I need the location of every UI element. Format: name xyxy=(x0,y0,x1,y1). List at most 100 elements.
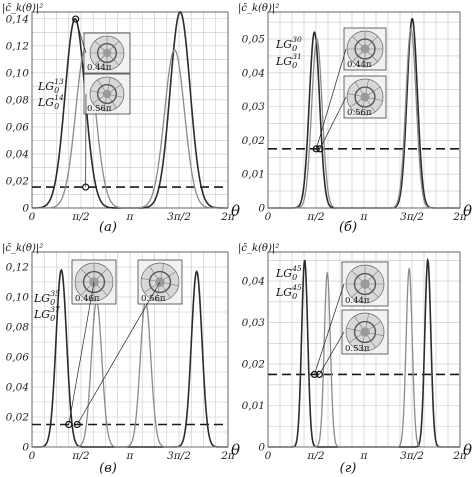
curve-marker xyxy=(65,420,73,429)
y-tick-label: 0,03 xyxy=(242,101,266,113)
series-label: LG014 xyxy=(37,93,64,111)
y-tick-label: 0 xyxy=(22,203,29,215)
series-line xyxy=(32,47,228,209)
inset-pattern xyxy=(360,44,370,54)
inset-label: 0.56π xyxy=(87,104,112,114)
curve-marker xyxy=(312,145,320,153)
x-tick-label: 2π xyxy=(220,211,236,223)
pointer-line xyxy=(319,331,345,375)
pointer-line xyxy=(319,96,347,150)
y-tick-label: 0,10 xyxy=(6,67,30,79)
panel-label: (б) xyxy=(339,220,357,235)
chart-panel: 0 0,02 0,04 0,06 0,08 0,10 0,12 0,14 0 π/2 π 3π/2 2π… xyxy=(2,3,240,235)
inset-label: 0.44π xyxy=(347,60,372,70)
inset-image: 0.53π xyxy=(341,309,389,355)
curve-marker xyxy=(72,15,80,23)
x-tick-label: 0 xyxy=(265,211,272,223)
series-line xyxy=(268,267,460,448)
series-label: LG045 xyxy=(275,283,302,301)
series-label: LG037 xyxy=(33,305,60,323)
pointer-line xyxy=(314,283,345,375)
inset-pattern xyxy=(82,270,106,294)
inset-image: 0.44π xyxy=(341,261,389,307)
inset-image: 0.44π xyxy=(343,27,387,71)
inset-pattern xyxy=(360,279,370,289)
pointer-line xyxy=(68,281,95,425)
x-tick-label: π/2 xyxy=(306,450,324,462)
y-tick-label: 0,04 xyxy=(6,148,29,160)
y-axis-label: |c̄_k(θ)|² xyxy=(2,3,43,14)
inset-pattern xyxy=(354,38,376,60)
y-tick-label: 0,04 xyxy=(242,67,265,79)
series-line xyxy=(32,268,228,448)
x-tick-label: 3π/2 xyxy=(167,450,191,462)
y-tick-label: 0,12 xyxy=(6,40,30,52)
y-tick-label: 0 xyxy=(22,442,29,454)
inset-label: 0.56π xyxy=(141,294,166,304)
curve-marker xyxy=(73,420,81,429)
y-tick-label: 0 xyxy=(258,442,265,454)
y-tick-label: 0,02 xyxy=(242,359,266,371)
inset-pattern xyxy=(360,327,370,337)
x-axis-label: θ xyxy=(231,202,240,220)
x-tick-label: π/2 xyxy=(71,450,89,462)
y-tick-label: 0,01 xyxy=(242,169,265,181)
inset-pattern xyxy=(148,270,172,294)
inset-label: 0.44π xyxy=(87,63,112,73)
inset-pattern xyxy=(102,89,112,99)
series-label: LG013 xyxy=(37,77,64,95)
y-tick-label: 0,12 xyxy=(6,262,30,274)
curve-marker xyxy=(310,370,319,378)
x-tick-label: 0 xyxy=(29,450,36,462)
inset-label: 0.46π xyxy=(75,294,100,304)
x-tick-label: 3π/2 xyxy=(400,211,424,223)
x-tick-label: 2π xyxy=(452,211,468,223)
x-tick-label: π xyxy=(360,450,369,462)
y-tick-label: 0,02 xyxy=(6,412,30,424)
inset-image: 0.44π xyxy=(83,32,131,74)
chart-panel: 0 0,01 0,02 0,03 0,04 0 π/2 π 3π/2 2πθ |c̄_k(θ)|² 0… xyxy=(238,243,472,476)
inset-pattern xyxy=(360,92,370,102)
inset-label: 0.53π xyxy=(345,344,370,354)
y-tick-label: 0,06 xyxy=(6,121,30,133)
x-tick-label: π xyxy=(126,211,135,223)
chart-panel: 0 0,01 0,02 0,03 0,04 0,05 0 π/2 π 3π/2 2πθ |c̄_k(θ… xyxy=(238,3,472,235)
y-tick-label: 0,03 xyxy=(242,317,266,329)
inset-pattern xyxy=(354,86,376,108)
x-tick-label: π/2 xyxy=(71,211,89,223)
panel-label: (в) xyxy=(99,461,117,476)
series-line xyxy=(32,300,228,448)
x-tick-label: 2π xyxy=(452,450,468,462)
pointer-line xyxy=(76,281,161,425)
y-axis-label: |c̄_k(θ)|² xyxy=(238,3,279,14)
x-axis-label: θ xyxy=(463,202,472,220)
series-label: LG030 xyxy=(275,35,302,53)
y-tick-label: 0,02 xyxy=(6,175,30,187)
inset-pattern xyxy=(353,272,377,296)
x-tick-label: π xyxy=(360,211,369,223)
y-axis-label: |c̄_k(θ)|² xyxy=(2,243,43,254)
inset-label: 0.56π xyxy=(347,108,372,118)
y-tick-label: 0 xyxy=(258,203,265,215)
y-axis-label: |c̄_k(θ)|² xyxy=(238,243,279,254)
inset-pattern xyxy=(96,42,118,64)
x-tick-label: 0 xyxy=(265,450,272,462)
pointer-line xyxy=(75,18,87,54)
curve-marker xyxy=(315,370,323,378)
inset-image: 0.56π xyxy=(343,75,387,119)
y-tick-label: 0,06 xyxy=(6,352,30,364)
inset-pattern xyxy=(96,83,118,105)
x-tick-label: π/2 xyxy=(306,211,324,223)
y-tick-label: 0,10 xyxy=(6,292,30,304)
series-label: LG031 xyxy=(275,52,302,70)
series-label: LG035 xyxy=(33,289,60,307)
series-label: LG045 xyxy=(275,264,302,282)
x-tick-label: 0 xyxy=(29,211,36,223)
y-tick-label: 0,08 xyxy=(6,94,30,106)
y-tick-label: 0,14 xyxy=(6,13,29,25)
y-tick-label: 0,04 xyxy=(6,382,29,394)
x-axis-label: θ xyxy=(463,441,472,459)
x-tick-label: 2π xyxy=(220,450,236,462)
y-tick-label: 0,02 xyxy=(242,135,266,147)
